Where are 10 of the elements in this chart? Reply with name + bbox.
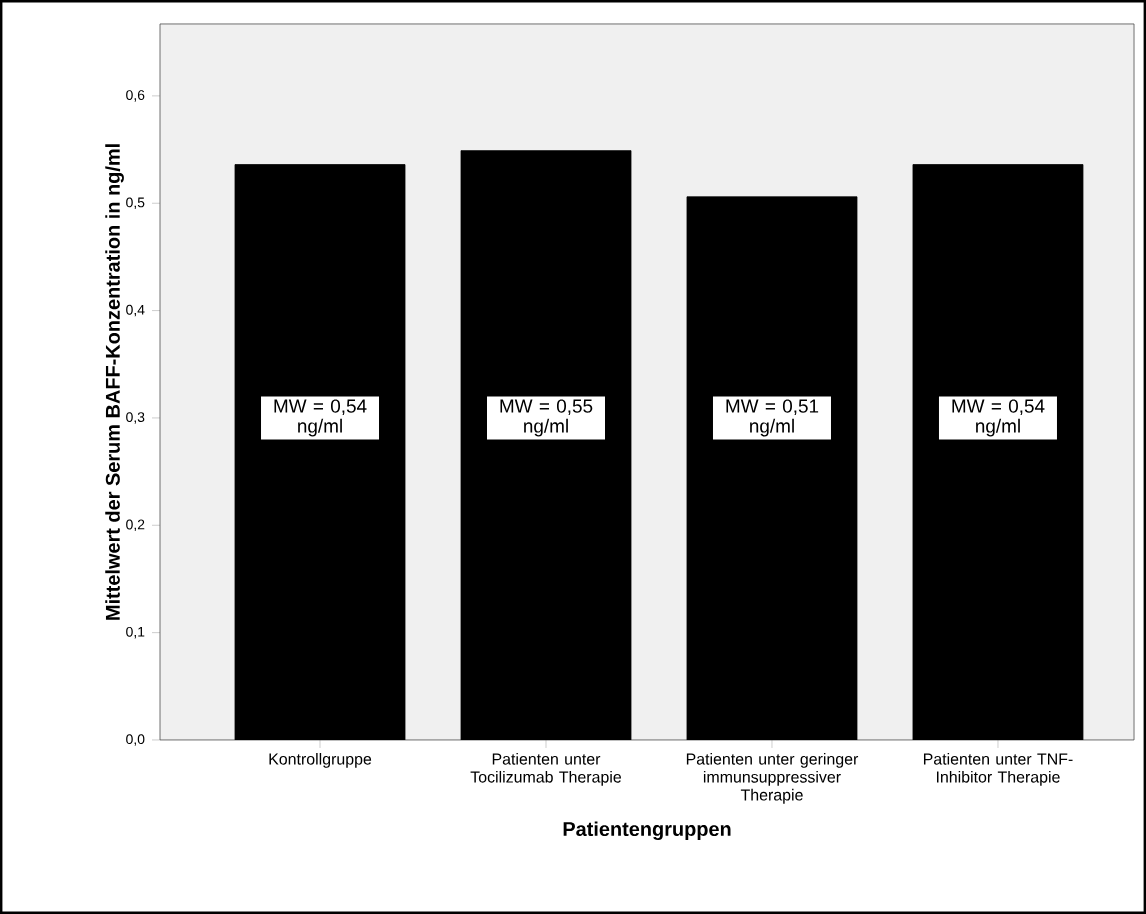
data-label: MW = 0,54 ng/ml	[952, 399, 1045, 437]
data-label: MW = 0,51 ng/ml	[726, 399, 819, 437]
y-axis-title: Mittelwert der Serum BAFF-Konzentration in ng/ml	[105, 144, 124, 620]
bar	[686, 196, 858, 740]
data-label: MW = 0,54 ng/ml	[274, 399, 367, 437]
x-axis-title: Patientengruppen	[563, 821, 731, 841]
data-label: MW = 0,55 ng/ml	[500, 399, 593, 437]
bar	[460, 150, 632, 740]
bar	[912, 164, 1084, 740]
bar	[234, 164, 406, 740]
